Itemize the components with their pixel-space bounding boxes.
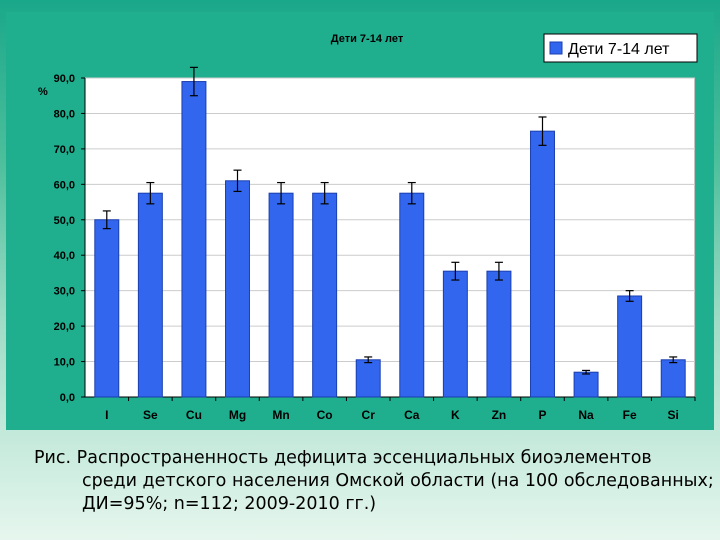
bar-I xyxy=(94,219,120,398)
y-tick-label: 20,0 xyxy=(54,321,75,333)
caption-line-1: Рис. Распространенность дефицита эссенци… xyxy=(34,448,652,468)
legend-swatch xyxy=(549,41,563,55)
bar-Na xyxy=(573,371,599,398)
caption-continuation: среди детского населения Омской области … xyxy=(82,471,714,514)
x-tick-label-Cu: Cu xyxy=(186,408,202,422)
chart-title: Дети 7-14 лет xyxy=(331,33,404,45)
x-tick-label-Ca: Ca xyxy=(404,408,420,422)
bar-Co xyxy=(312,192,338,398)
bar-Fe xyxy=(617,295,643,398)
bar-Cr xyxy=(355,359,381,398)
bar-Zn xyxy=(486,270,512,398)
bar-Cu xyxy=(181,81,207,398)
x-tick-label-Si: Si xyxy=(668,408,679,422)
bar-P xyxy=(530,130,555,398)
bar-Se xyxy=(137,192,163,398)
y-tick-label: 0,0 xyxy=(60,392,75,404)
x-tick-label-P: P xyxy=(538,408,546,422)
bar-Mg xyxy=(225,180,250,398)
y-tick-label: 90,0 xyxy=(54,73,75,85)
x-tick-label-Cr: Cr xyxy=(362,408,376,422)
y-tick-label: 10,0 xyxy=(54,357,75,369)
x-tick-label-Se: Se xyxy=(143,408,158,422)
legend-box xyxy=(543,33,698,63)
x-tick-label-Zn: Zn xyxy=(492,408,507,422)
y-tick-label: 70,0 xyxy=(54,144,75,156)
y-tick-label: 60,0 xyxy=(54,179,75,191)
x-tick-label-Mn: Mn xyxy=(272,408,289,422)
y-tick-label: 80,0 xyxy=(54,108,75,120)
x-tick-label-Co: Co xyxy=(317,408,333,422)
x-tick-label-Mg: Mg xyxy=(229,408,246,422)
x-tick-label-Fe: Fe xyxy=(623,408,637,422)
y-tick-label: 50,0 xyxy=(54,215,75,227)
y-axis-label: % xyxy=(38,86,48,98)
x-tick-label-I: I xyxy=(105,408,108,422)
y-tick-label: 30,0 xyxy=(54,286,75,298)
bar-Mn xyxy=(268,192,294,398)
plot-area xyxy=(84,77,696,398)
bar-Si xyxy=(660,359,686,398)
bar-K xyxy=(442,270,468,398)
y-tick-label: 40,0 xyxy=(54,250,75,262)
legend-label: Дети 7-14 лет xyxy=(568,41,670,58)
figure-caption: Рис. Распространенность дефицита эссенци… xyxy=(34,447,714,516)
legend: Дети 7-14 лет xyxy=(543,33,698,63)
x-tick-label-K: K xyxy=(451,408,460,422)
bar-chart: Дети 7-14 лет % Дети 7-14 лет 0,0 10,0 20,… xyxy=(6,12,714,430)
bar-Ca xyxy=(399,192,425,398)
x-tick-label-Na: Na xyxy=(578,408,594,422)
